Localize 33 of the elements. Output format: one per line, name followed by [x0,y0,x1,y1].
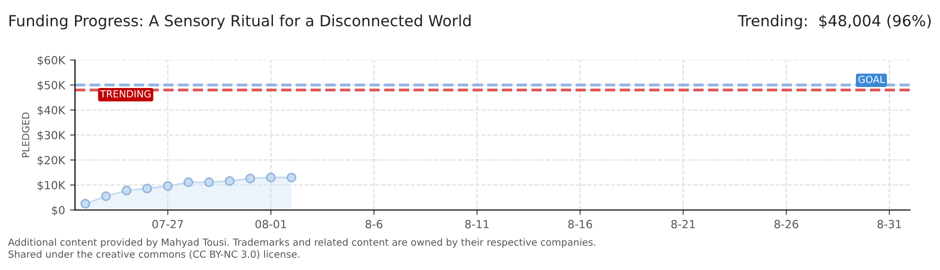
x-tick-label: 07-27 [152,220,183,228]
point [162,181,173,191]
x-tick-label: 8-31 [878,220,901,228]
ref-line-label: GOAL [858,76,885,84]
point [204,177,214,188]
x-tick-label: 8-11 [465,220,489,228]
point [266,172,276,182]
x-tick-label: 08-01 [255,220,286,228]
y-tick-label: $20K [38,156,66,166]
point [245,174,256,184]
x-tick-label: 8-21 [671,220,695,228]
point [122,186,132,196]
y-tick-label: $10K [38,180,66,191]
chart-title: Funding Progress: A Sensory Ritual for a Disconnected World [10,14,471,30]
y-axis-title: PLEDGED [22,112,30,158]
y-tick-label: $50K [38,80,66,91]
point [224,176,234,186]
y-tick-label: $30K [38,130,66,141]
point [80,198,90,209]
x-tick-label: 8-16 [568,220,592,228]
text: Additional content provided by Mahyad Tousi. Trademarks and related content are owned by their respective companies. [8,238,596,248]
point [101,191,111,202]
point [142,184,152,194]
x-tick-label: 8-6 [366,220,382,228]
y-tick-label: $60K [38,56,66,66]
ref-line-label: TRENDING [100,90,151,98]
text: Shared under the creative commons (CC BY-NC 3.0) license. [8,250,300,259]
chart-subtitle: Trending: $48,004 (96%) [738,14,931,30]
y-tick-label: $0 [52,206,65,216]
point [286,172,296,182]
y-tick-label: $40K [38,106,66,116]
x-tick-label: 8-26 [774,220,798,228]
point [184,177,194,188]
